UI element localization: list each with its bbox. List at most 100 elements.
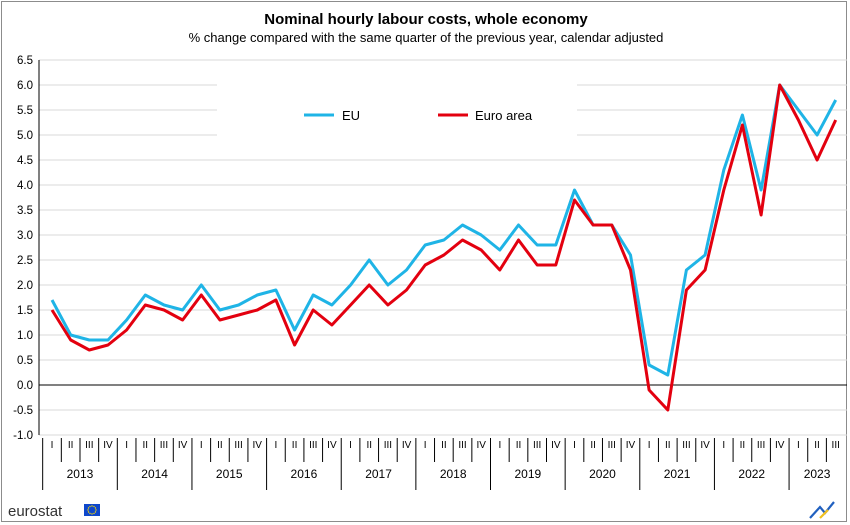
x-tick-label: II (814, 440, 820, 451)
legend-label-eu: EU (342, 108, 360, 123)
x-tick-label: II (441, 440, 447, 451)
y-tick-label: -1.0 (13, 430, 33, 442)
y-tick-label: 6.5 (17, 55, 33, 67)
flag-star (87, 511, 90, 513)
legend-background (217, 84, 577, 144)
flag-star (89, 505, 91, 508)
flag-star (93, 505, 95, 508)
x-tick-label: III (757, 440, 765, 451)
legend: EU Euro area (304, 108, 533, 123)
x-tick-label: IV (402, 440, 412, 451)
x-tick-label: II (366, 440, 372, 451)
x-tick-label: IV (178, 440, 188, 451)
x-tick-label: I (648, 440, 651, 451)
chart-subtitle: % change compared with the same quarter … (189, 30, 664, 45)
x-tick-label: IV (327, 440, 337, 451)
gridlines (39, 59, 847, 436)
x-tick-label: III (682, 440, 690, 451)
y-tick-label: 6.0 (17, 80, 33, 92)
eurostat-wordmark: eurostat (8, 503, 63, 520)
year-label: 2023 (804, 467, 831, 481)
x-tick-label: III (832, 440, 840, 451)
x-tick-label: II (292, 440, 298, 451)
x-tick-label: I (349, 440, 352, 451)
x-tick-label: III (309, 440, 317, 451)
x-tick-label: II (665, 440, 671, 451)
chart-title: Nominal hourly labour costs, whole econo… (264, 11, 588, 28)
legend-label-euro-area: Euro area (475, 108, 533, 123)
x-tick-label: IV (103, 440, 113, 451)
y-tick-label: 5.0 (17, 130, 33, 142)
eurostat-logo: eurostat (8, 503, 100, 520)
y-tick-label: 0.0 (17, 380, 33, 392)
year-label: 2019 (514, 467, 541, 481)
x-tick-label: III (608, 440, 616, 451)
flag-star (93, 512, 95, 515)
x-tick-label: II (143, 440, 149, 451)
y-tick-label: 0.5 (17, 355, 33, 367)
x-tick-label: III (533, 440, 541, 451)
y-tick-label: 1.5 (17, 305, 33, 317)
x-tick-label: II (740, 440, 746, 451)
x-tick-label: II (68, 440, 74, 451)
series-line-eu (50, 83, 838, 377)
y-tick-label: 2.5 (17, 255, 33, 267)
year-label: 2017 (365, 467, 392, 481)
y-tick-label: 2.0 (17, 280, 33, 292)
x-tick-label: I (797, 440, 800, 451)
y-axis: 6.5 6.0 5.5 5.0 4.5 4.0 3.5 3.0 2.5 2.0 1.5 1.0 0.5 0… (13, 55, 40, 442)
x-tick-label: I (125, 440, 128, 451)
y-tick-label: 1.0 (17, 330, 33, 342)
x-tick-label: III (160, 440, 168, 451)
year-label: 2018 (440, 467, 467, 481)
series-line-euro-area (50, 83, 838, 412)
eu-flag-stars-icon (87, 505, 97, 515)
year-label: 2016 (291, 467, 318, 481)
x-tick-label: II (217, 440, 223, 451)
flag-star (94, 507, 97, 509)
x-tick-label: I (722, 440, 725, 451)
flag-star (91, 513, 93, 515)
x-tick-label: I (424, 440, 427, 451)
flag-star (89, 512, 91, 515)
year-label: 2022 (738, 467, 765, 481)
x-tick-label: IV (775, 440, 785, 451)
year-label: 2021 (664, 467, 691, 481)
x-tick-label: I (51, 440, 54, 451)
y-tick-label: 4.0 (17, 180, 33, 192)
flag-star (87, 507, 90, 509)
x-tick-label: I (275, 440, 278, 451)
corner-mark-icon (809, 501, 835, 519)
x-tick-label: IV (551, 440, 561, 451)
x-tick-label: II (590, 440, 596, 451)
x-tick-label: III (458, 440, 466, 451)
x-tick-label: III (234, 440, 242, 451)
flag-star (91, 505, 93, 507)
y-tick-label: 5.5 (17, 105, 33, 117)
year-label: 2013 (67, 467, 94, 481)
x-tick-label: I (200, 440, 203, 451)
y-tick-label: 4.5 (17, 155, 33, 167)
x-tick-label: IV (700, 440, 710, 451)
flag-star (94, 511, 97, 513)
x-tick-label: IV (626, 440, 636, 451)
series-lines (50, 83, 838, 412)
y-tick-label: 3.5 (17, 205, 33, 217)
x-tick-label: III (384, 440, 392, 451)
x-tick-label: IV (253, 440, 263, 451)
flag-star (87, 509, 89, 511)
year-label: 2015 (216, 467, 243, 481)
x-tick-label: II (516, 440, 522, 451)
flag-star (95, 509, 97, 511)
x-axis: I II III IV I II III IV I II III IV I II III IV I II III IV… (42, 438, 840, 490)
x-tick-label: I (573, 440, 576, 451)
x-tick-label: IV (476, 440, 486, 451)
eu-flag-icon (84, 504, 100, 516)
year-label: 2014 (141, 467, 168, 481)
y-tick-label: 3.0 (17, 230, 33, 242)
x-tick-label: III (85, 440, 93, 451)
x-tick-label: I (498, 440, 501, 451)
y-tick-label: -0.5 (13, 405, 33, 417)
